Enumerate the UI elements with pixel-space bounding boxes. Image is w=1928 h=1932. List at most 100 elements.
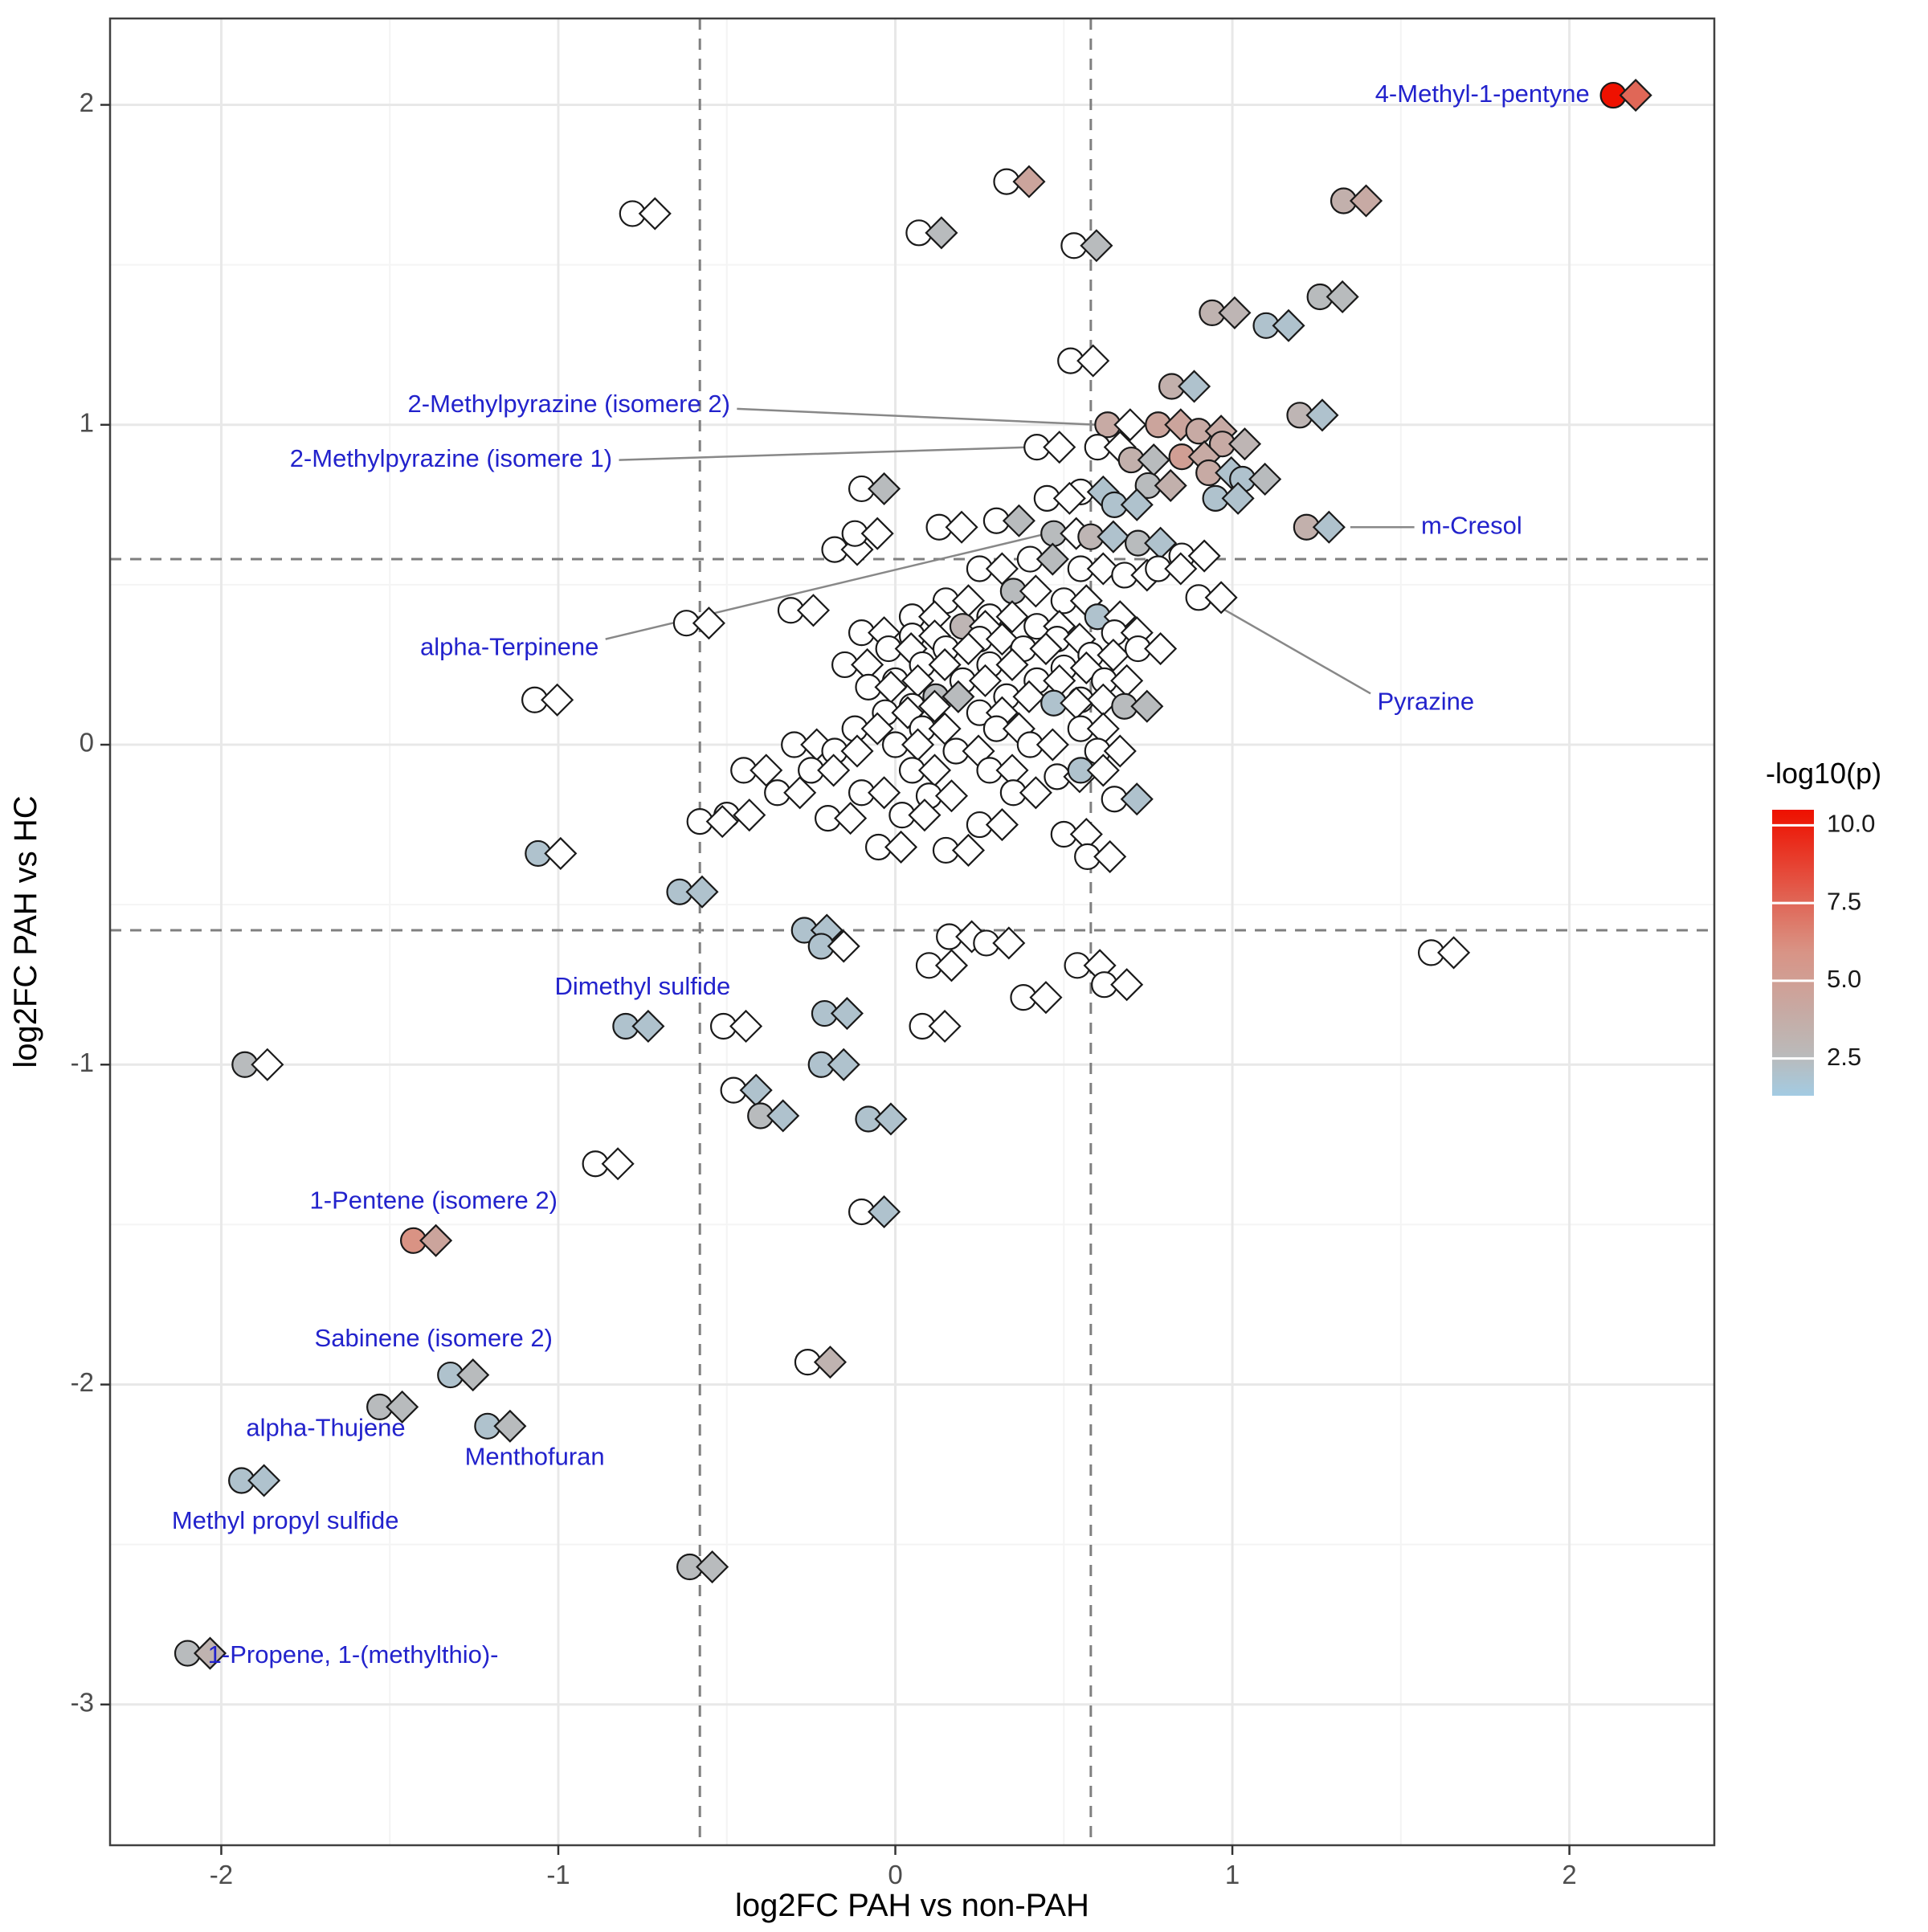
grid-minor	[110, 18, 1714, 1845]
data-point-pair	[976, 754, 1029, 787]
diamond-point	[868, 776, 901, 810]
data-point-pair	[1010, 981, 1063, 1015]
data-point-pair	[1124, 631, 1178, 666]
data-point-pair	[993, 165, 1046, 198]
diamond-point	[1110, 968, 1144, 1002]
data-point-pair	[366, 1390, 419, 1423]
data-point-pair	[811, 996, 864, 1031]
diamond-point	[456, 1358, 490, 1392]
diamond-point	[951, 631, 986, 666]
data-point-pair	[474, 1409, 527, 1443]
data-point-pair	[1185, 581, 1238, 615]
compound-label: 1-Propene, 1-(methylthio)-	[208, 1640, 499, 1669]
diamond-point	[1120, 488, 1154, 521]
data-point-pair	[821, 734, 874, 768]
diamond-point	[1164, 552, 1198, 586]
diamond-point	[985, 808, 1019, 842]
diamond-point	[1002, 504, 1035, 537]
data-point-pair	[1330, 184, 1383, 218]
data-point-pair	[1208, 427, 1262, 461]
compound-label: alpha-Thujene	[246, 1413, 405, 1441]
compound-label: alpha-Terpinene	[420, 633, 598, 661]
diamond-point	[985, 623, 1019, 656]
data-point-pair	[848, 472, 901, 505]
data-point-pair	[848, 1195, 901, 1229]
diamond-point	[1035, 542, 1069, 576]
data-point-pair	[1033, 481, 1086, 515]
diamond-point	[1019, 776, 1052, 810]
data-point-pair	[720, 1073, 773, 1107]
data-point-pair	[521, 683, 574, 717]
diamond-point	[1248, 462, 1282, 496]
panel-border	[108, 17, 1716, 1847]
data-point-pair	[1202, 481, 1255, 515]
diamond-point	[1272, 308, 1305, 342]
diamond-point	[840, 734, 874, 768]
diamond-point	[1187, 539, 1221, 573]
data-point-pair	[790, 913, 844, 947]
diamond-point	[928, 1009, 962, 1044]
data-point-pair	[612, 1009, 665, 1044]
diamond-point	[925, 216, 958, 250]
diamond-point	[638, 197, 672, 231]
data-point-pair	[1168, 440, 1221, 474]
x-axis-title: log2FC PAH vs non-PAH	[735, 1888, 1089, 1923]
data-point-pair	[1060, 229, 1113, 263]
diamond-point	[817, 754, 851, 787]
data-point-pair	[982, 504, 1035, 537]
compound-label: Sabinene (isomere 2)	[315, 1324, 553, 1352]
data-point-pair	[1158, 370, 1211, 403]
diamond-point	[1177, 370, 1211, 403]
data-point-pair	[1050, 817, 1103, 852]
diamond-point	[1130, 689, 1164, 723]
data-point-pair	[777, 594, 831, 627]
data-points	[174, 79, 1652, 1670]
data-point-pair	[798, 754, 851, 787]
diamond-point	[928, 647, 962, 682]
diamond-point	[193, 1636, 227, 1670]
diamond-point	[783, 776, 817, 810]
data-point-pair	[841, 712, 894, 745]
compound-labels: 4-Methyl-1-pentyne 2-Methylpyrazine (isom…	[172, 80, 1590, 1669]
data-point-pair	[1091, 968, 1144, 1002]
data-point-pair	[686, 805, 739, 839]
data-point-pair	[174, 1636, 227, 1670]
diamond-point	[908, 799, 942, 832]
y-axis-title: log2FC PAH vs HC	[8, 795, 43, 1068]
data-point-pair	[864, 830, 918, 864]
diamond-point	[1012, 165, 1046, 198]
legend-tick-label: 7.5	[1827, 887, 1861, 915]
diamond-point	[1227, 427, 1262, 461]
compound-label: Methyl propyl sulfide	[172, 1506, 399, 1534]
data-point-pair	[1077, 520, 1130, 553]
y-tick-label: 0	[80, 728, 94, 758]
data-point-pair	[1199, 296, 1252, 329]
data-point-pair	[1101, 782, 1154, 816]
diamond-point	[1437, 936, 1471, 970]
diamond-point	[1204, 581, 1238, 615]
data-point-pair	[1016, 542, 1069, 576]
data-point-pair	[709, 1009, 763, 1044]
leader-line	[619, 446, 1031, 461]
diamond-point	[868, 1195, 901, 1229]
data-point-pair	[1306, 280, 1359, 314]
legend-tick-label: 10.0	[1827, 810, 1875, 838]
data-point-pair	[848, 776, 901, 810]
data-point-pair	[1417, 936, 1471, 970]
data-point-pair	[915, 779, 969, 813]
diamond-point	[1154, 468, 1187, 502]
diamond-point	[1043, 431, 1076, 464]
compound-label: Pyrazine	[1377, 687, 1474, 715]
diamond-point	[992, 926, 1026, 960]
panel-background	[110, 18, 1714, 1845]
diamond-point	[860, 517, 894, 550]
diamond-point	[796, 594, 831, 627]
data-point-pair	[1023, 664, 1076, 697]
diamond-point	[945, 510, 978, 544]
y-tick-label: 2	[80, 88, 94, 117]
diamond-point	[968, 664, 1002, 697]
diamond-point	[1349, 184, 1383, 218]
legend-title: -log10(p)	[1766, 757, 1881, 790]
